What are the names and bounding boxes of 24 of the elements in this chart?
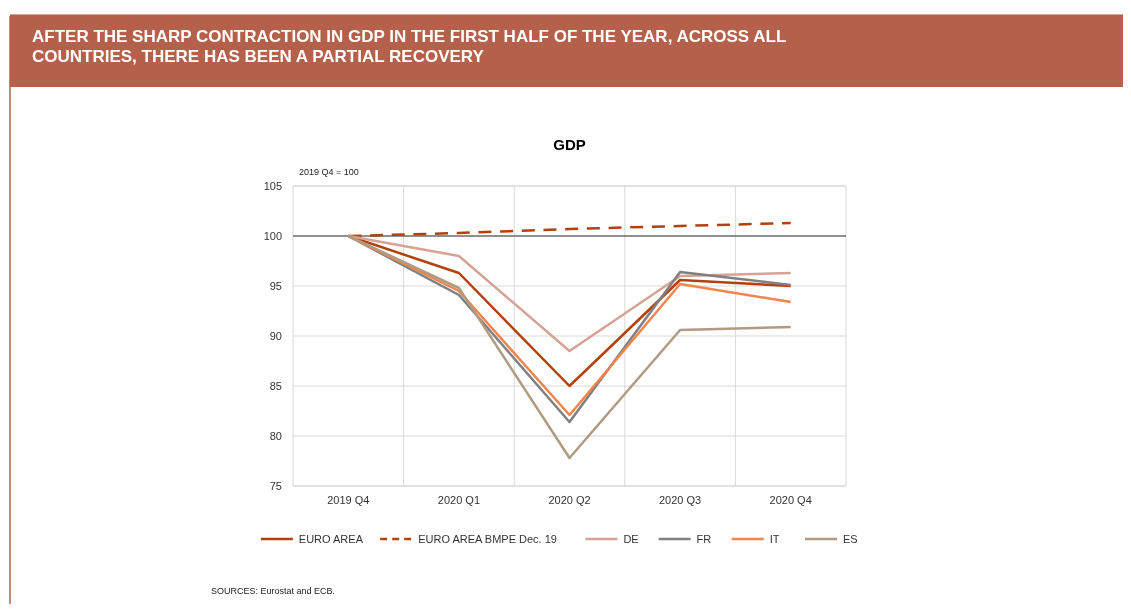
y-tick-label: 85 — [269, 380, 282, 392]
legend-label: DE — [623, 533, 639, 545]
legend-label: FR — [696, 533, 712, 545]
legend-label: EURO AREA BMPE Dec. 19 — [418, 533, 557, 545]
legend-label: EURO AREA — [298, 533, 364, 545]
y-tick-label: 100 — [263, 230, 282, 242]
y-tick-label: 90 — [269, 330, 282, 342]
source-note: SOURCES: Eurostat and ECB. — [211, 586, 336, 596]
y-tick-label: 80 — [269, 430, 282, 442]
x-tick-label: 2020 Q4 — [769, 494, 812, 506]
line-series — [347, 234, 792, 353]
x-tick-label: 2019 Q4 — [327, 494, 370, 506]
y-tick-label: 75 — [269, 480, 282, 492]
chart-subtitle: GDP — [553, 136, 586, 153]
legend-label: ES — [843, 533, 858, 545]
legend-label: IT — [769, 533, 780, 545]
x-tick-label: 2020 Q2 — [548, 494, 591, 506]
x-tick-label: 2020 Q3 — [659, 494, 702, 506]
x-tick-label: 2020 Q1 — [437, 494, 480, 506]
y-axis-title: 2019 Q4 = 100 — [299, 167, 359, 177]
line-series — [347, 234, 792, 460]
y-tick-label: 105 — [263, 180, 282, 192]
y-tick-label: 95 — [269, 280, 282, 292]
chart-title: AFTER THE SHARP CONTRACTION IN GDP IN THE FIRST HALF OF THE YEAR, ACROSS ALL COUNTRIES, THERE HAS BEEN A PARTIAL RECOVERY — [32, 27, 787, 66]
